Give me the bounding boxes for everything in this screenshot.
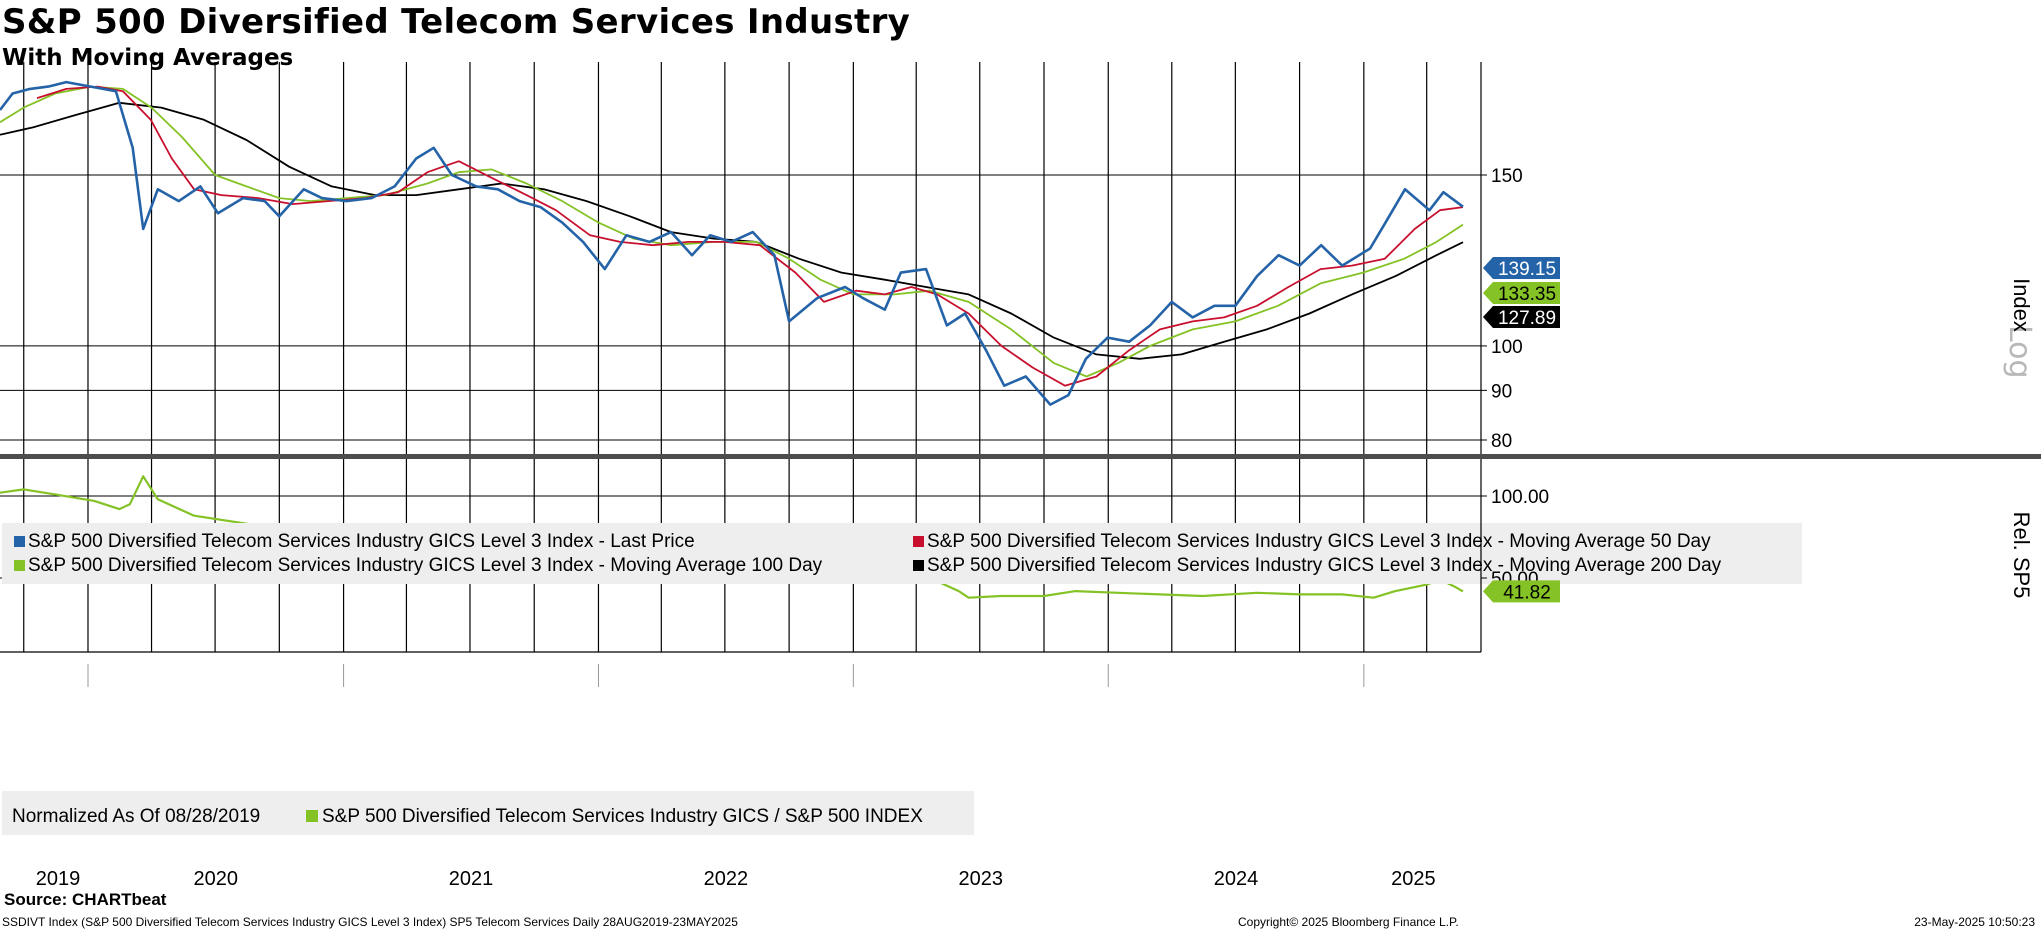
footer-timestamp: 23-May-2025 10:50:23 bbox=[1914, 915, 2035, 929]
lower-y-axis-title: Rel. SP5 bbox=[2009, 512, 2034, 599]
legend-ma100-label: S&P 500 Diversified Telecom Services Ind… bbox=[28, 555, 823, 576]
x-axis-year-label: 2023 bbox=[959, 868, 1004, 890]
ma200-tag-text: 127.89 bbox=[1498, 308, 1556, 329]
legend-last-price-label: S&P 500 Diversified Telecom Services Ind… bbox=[28, 531, 695, 552]
upper-y-tick-label: 80 bbox=[1491, 431, 1512, 452]
ma100-line bbox=[0, 85, 1464, 378]
footer-copyright: Copyright© 2025 Bloomberg Finance L.P. bbox=[1238, 915, 1459, 929]
ma200-line bbox=[0, 101, 1464, 360]
legend-ma200-swatch bbox=[913, 560, 924, 571]
x-axis-year-label: 2025 bbox=[1391, 868, 1436, 890]
ma50-line bbox=[36, 85, 1464, 387]
x-axis-year-label: 2021 bbox=[449, 868, 494, 890]
ma100-tag-text: 133.35 bbox=[1498, 284, 1556, 305]
ma200-tag-box bbox=[1483, 306, 1560, 328]
legends: S&P 500 Diversified Telecom Services Ind… bbox=[2, 523, 1802, 835]
upper-legend-box bbox=[2, 523, 1802, 584]
last-price-tag-text: 139.15 bbox=[1498, 259, 1556, 280]
relative-tag-text: 41.82 bbox=[1503, 582, 1551, 603]
ma100-tag-box bbox=[1483, 282, 1560, 304]
legend-ma50-swatch bbox=[913, 536, 924, 547]
x-axis-year-label: 2024 bbox=[1214, 868, 1259, 890]
legend-ma100-swatch bbox=[14, 560, 25, 571]
footer-description: SSDIVT Index (S&P 500 Diversified Teleco… bbox=[2, 915, 738, 929]
legend-ma200-label: S&P 500 Diversified Telecom Services Ind… bbox=[927, 555, 1722, 576]
upper-y-tick-label: 90 bbox=[1491, 381, 1512, 402]
x-axis-year-label: 2019 bbox=[36, 868, 81, 890]
panel-separator bbox=[0, 454, 2041, 459]
last-price-tag: 139.15 bbox=[1483, 257, 1560, 280]
chart-subtitle: With Moving Averages bbox=[2, 45, 294, 71]
lower-legend-box bbox=[2, 791, 974, 835]
upper-y-axis-title: Index bbox=[2009, 278, 2034, 332]
x-axis-year-label: 2022 bbox=[704, 868, 749, 890]
upper-y-tick-label: 100 bbox=[1491, 337, 1523, 358]
last-price-line bbox=[0, 80, 1464, 406]
normalized-note: Normalized As Of 08/28/2019 bbox=[12, 806, 260, 827]
ma100-tag: 133.35 bbox=[1483, 282, 1560, 305]
source-note: Source: CHARTbeat bbox=[4, 890, 167, 909]
legend-relative-swatch bbox=[306, 810, 318, 822]
log-scale-watermark: Log bbox=[2002, 325, 2037, 379]
chart-title: S&P 500 Diversified Telecom Services Ind… bbox=[2, 2, 911, 42]
upper-y-tick-label: 150 bbox=[1491, 166, 1523, 187]
x-axis-year-label: 2020 bbox=[194, 868, 239, 890]
lower-y-tick-label: 100.00 bbox=[1491, 487, 1549, 508]
relative-tag: 41.82 bbox=[1483, 580, 1560, 603]
last-price-tag-box bbox=[1483, 257, 1560, 279]
relative-tag-box bbox=[1483, 580, 1560, 603]
legend-last-price-swatch bbox=[14, 536, 25, 547]
legend-relative-label: S&P 500 Diversified Telecom Services Ind… bbox=[322, 806, 923, 827]
upper-series bbox=[0, 80, 1464, 406]
legend-ma50-label: S&P 500 Diversified Telecom Services Ind… bbox=[927, 531, 1711, 552]
ma200-tag: 127.89 bbox=[1483, 306, 1560, 329]
